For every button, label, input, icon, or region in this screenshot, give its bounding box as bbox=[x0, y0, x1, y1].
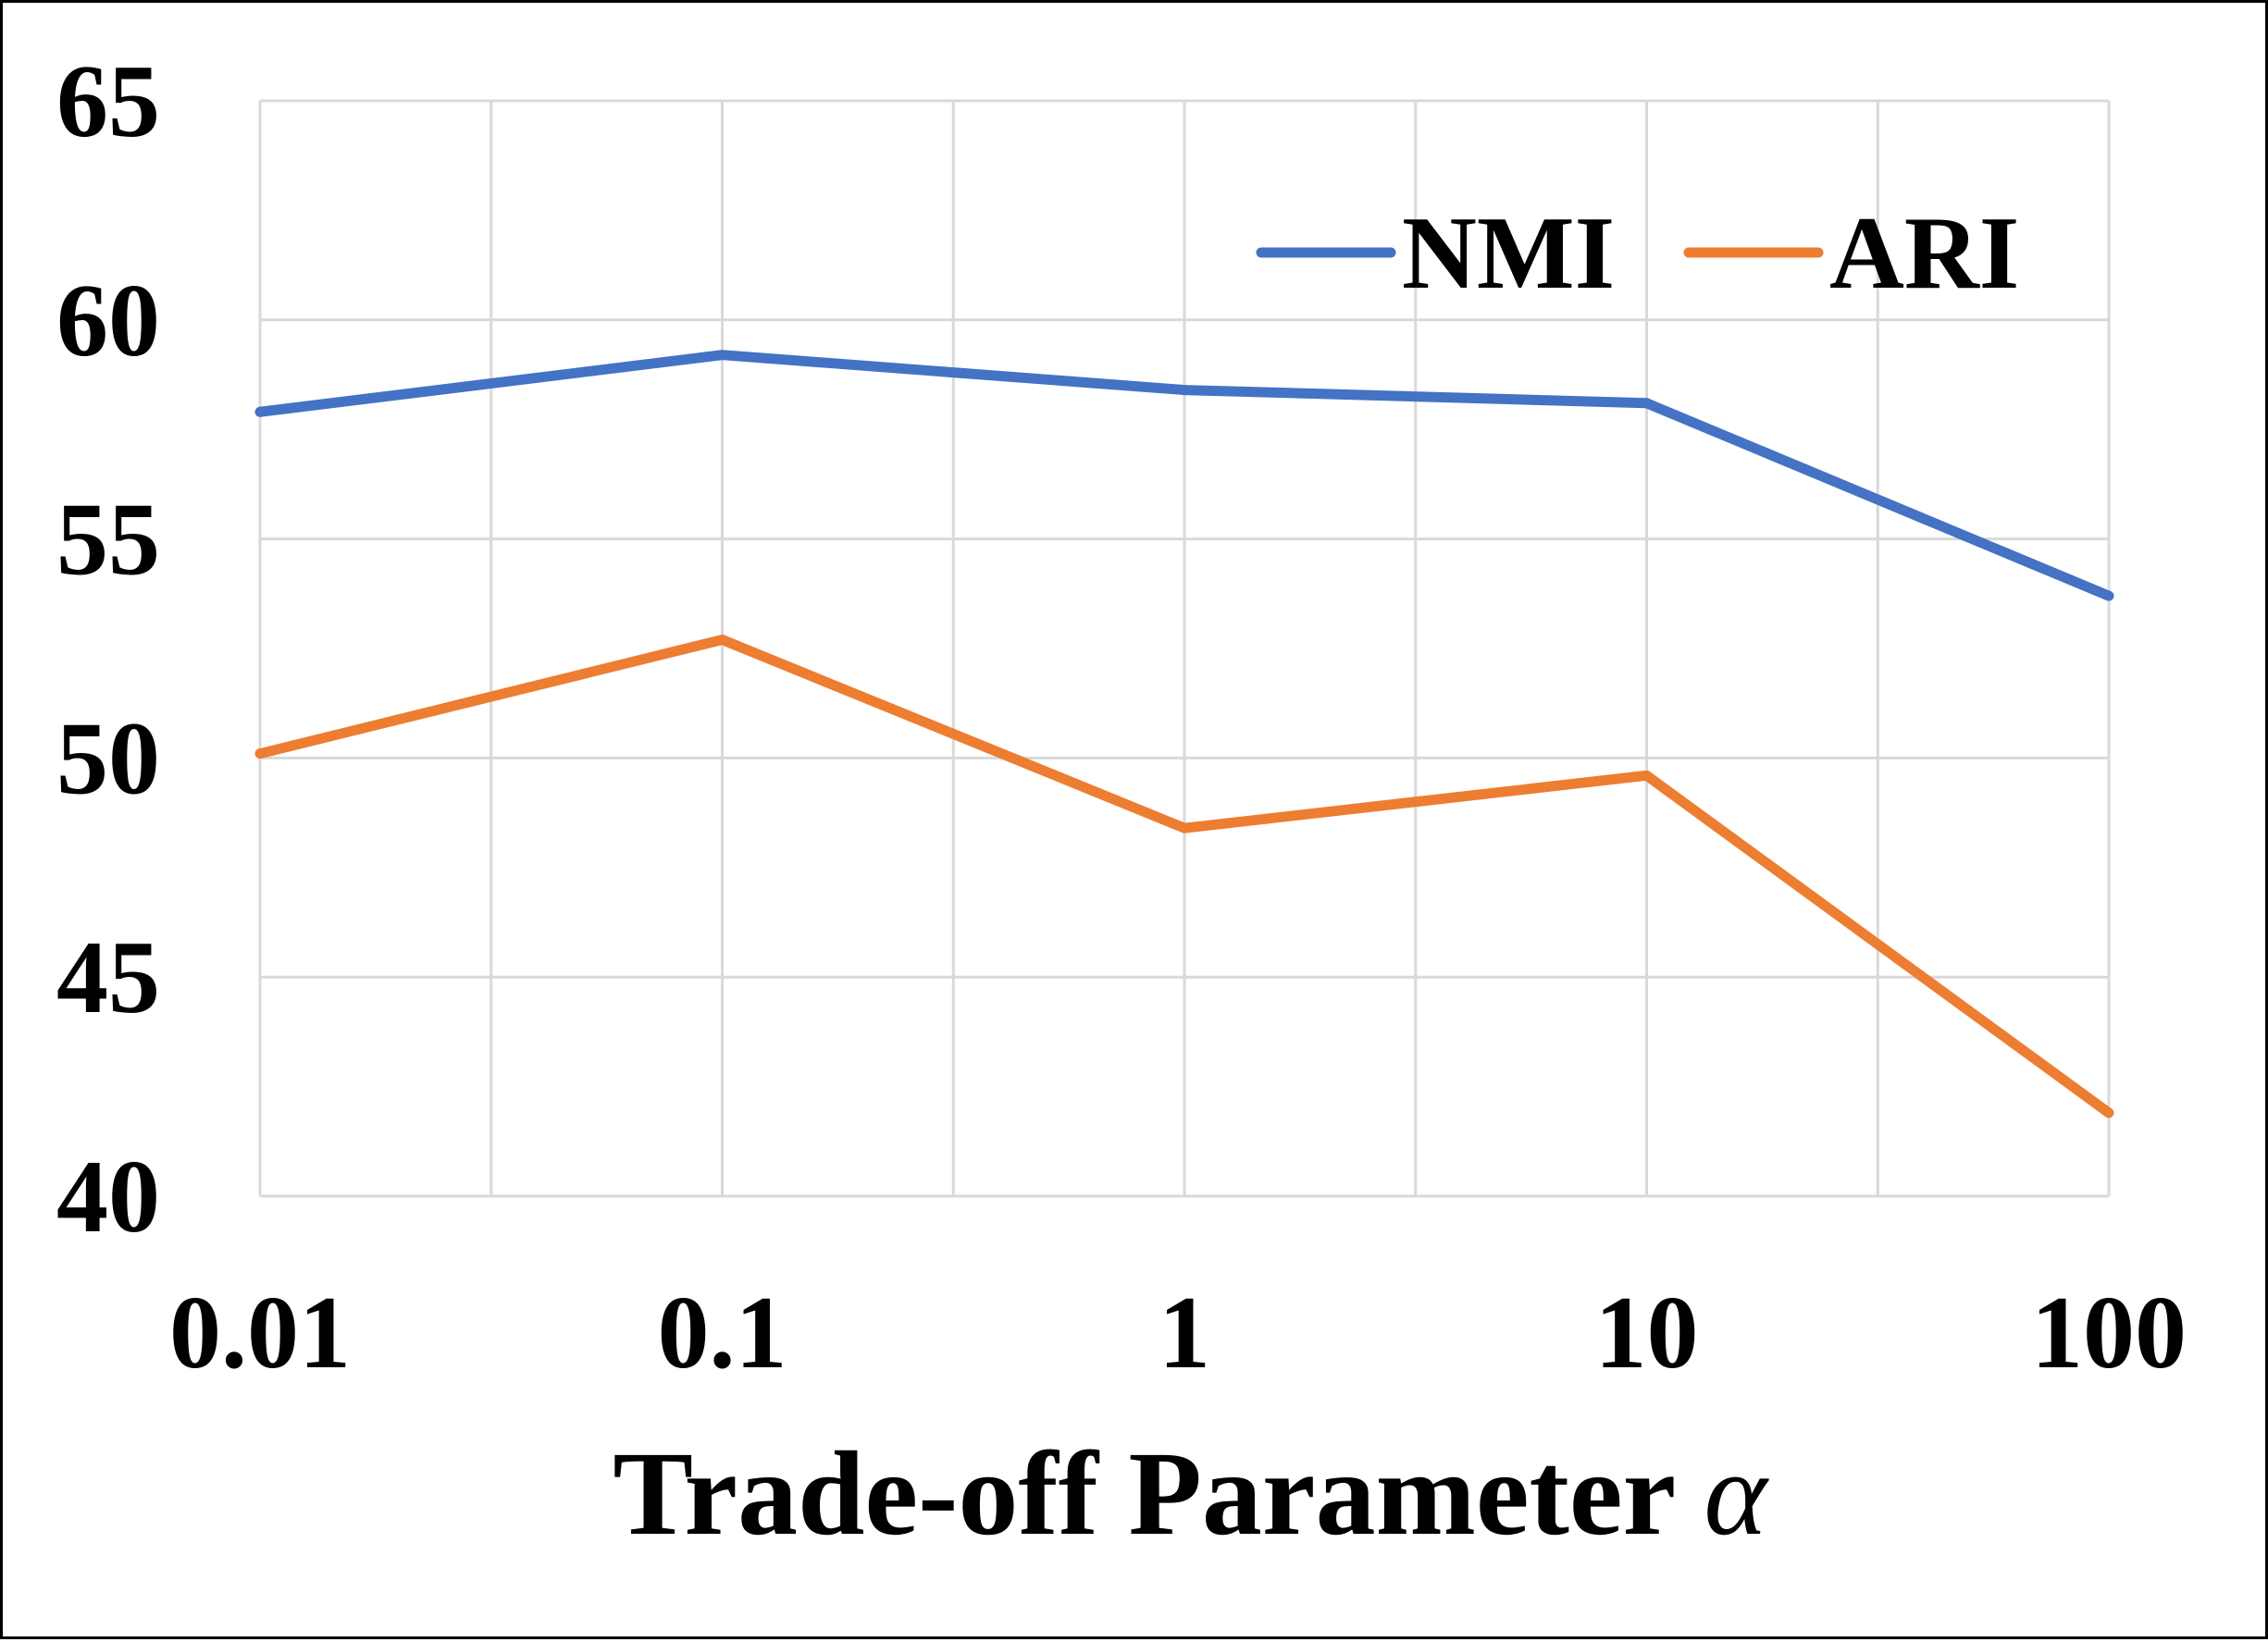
y-tick-label: 45 bbox=[56, 920, 160, 1035]
data-point-nmi bbox=[2103, 590, 2114, 601]
x-axis-tick-labels: 0.01 0.1 1 10 100 bbox=[169, 1276, 2187, 1390]
legend-label-nmi: NMI bbox=[1402, 196, 1615, 311]
series-lines bbox=[254, 350, 2114, 1118]
data-point-nmi bbox=[717, 350, 727, 361]
data-point-nmi bbox=[1179, 385, 1190, 396]
data-point-ari bbox=[254, 748, 266, 759]
grid-lines bbox=[258, 99, 2111, 1198]
data-point-nmi bbox=[254, 406, 266, 417]
x-axis-title: Trade-off Parameter α bbox=[613, 1427, 1769, 1561]
y-tick-label: 65 bbox=[56, 44, 160, 159]
x-tick-label: 100 bbox=[2031, 1276, 2187, 1390]
line-chart: 40 45 50 55 60 65 0.01 0.1 1 10 100 Trade-off Par… bbox=[56, 44, 2187, 1561]
legend: NMI ARI bbox=[1256, 196, 2019, 311]
y-tick-label: 55 bbox=[56, 483, 160, 598]
data-point-ari bbox=[1179, 822, 1190, 833]
data-point-ari bbox=[1642, 770, 1652, 781]
x-axis-title-symbol: α bbox=[1704, 1427, 1769, 1561]
data-point-nmi bbox=[1642, 398, 1652, 409]
x-tick-label: 1 bbox=[1159, 1276, 1210, 1390]
y-tick-label: 40 bbox=[56, 1140, 160, 1254]
y-tick-label: 50 bbox=[56, 701, 160, 816]
y-axis-tick-labels: 40 45 50 55 60 65 bbox=[56, 44, 160, 1254]
y-tick-label: 60 bbox=[56, 264, 160, 378]
x-axis-title-text: Trade-off Parameter bbox=[613, 1427, 1674, 1561]
legend-label-ari: ARI bbox=[1829, 196, 2019, 311]
x-tick-label: 0.01 bbox=[169, 1276, 351, 1390]
x-tick-label: 10 bbox=[1595, 1276, 1699, 1390]
data-point-ari bbox=[717, 635, 727, 646]
x-axis-title-gap bbox=[1674, 1427, 1704, 1561]
x-tick-label: 0.1 bbox=[658, 1276, 787, 1390]
data-point-ari bbox=[2103, 1107, 2114, 1118]
